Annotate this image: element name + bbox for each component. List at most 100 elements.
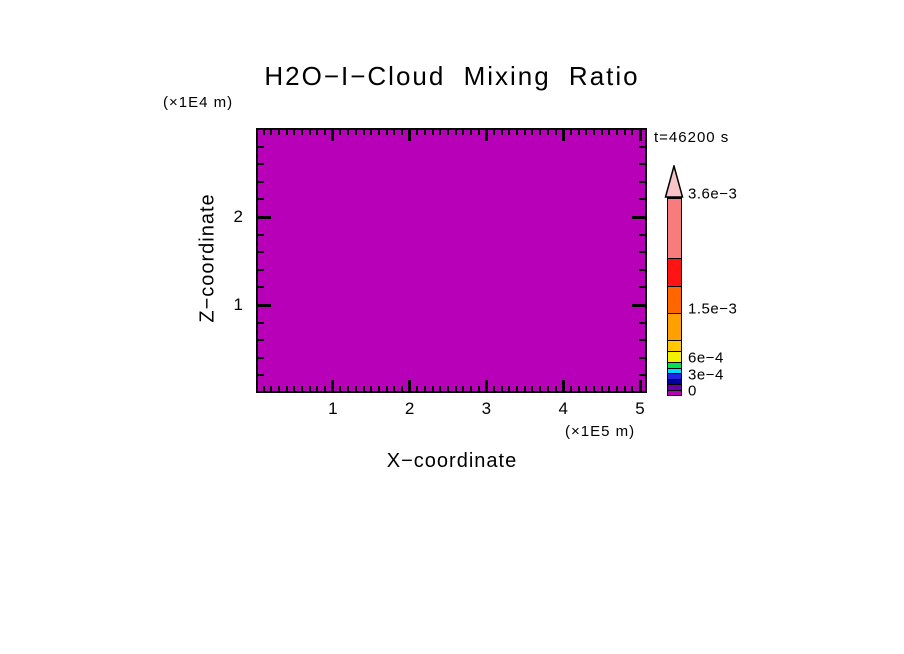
x-axis-tick — [439, 130, 442, 135]
x-axis-tick — [462, 386, 465, 391]
time-annotation: t=46200 s — [654, 129, 730, 146]
x-axis-tick — [546, 130, 549, 135]
x-axis-tick — [377, 386, 380, 391]
x-axis-tick — [331, 380, 335, 391]
x-axis-tick — [600, 386, 603, 391]
x-axis-tick — [331, 130, 335, 141]
x-axis-tick — [285, 386, 288, 391]
x-axis-tick — [393, 130, 396, 135]
x-axis-tick — [347, 130, 350, 135]
colorbar-segment — [668, 258, 681, 286]
colorbar-segment — [668, 378, 681, 385]
y-axis-tick — [639, 268, 645, 271]
y-axis-tick — [258, 251, 264, 254]
x-axis-tick — [638, 130, 642, 141]
x-axis-tick — [408, 380, 412, 391]
x-axis-tick — [561, 130, 565, 141]
x-tick-label: 4 — [558, 399, 568, 418]
colorbar-segment — [668, 367, 681, 374]
x-axis-tick — [285, 130, 288, 135]
colorbar-tick-label: 6e−4 — [688, 349, 724, 367]
x-axis-tick — [623, 130, 626, 135]
y-axis-tick — [639, 180, 645, 183]
colorbar-segment — [668, 389, 681, 395]
y-axis-tick — [639, 233, 645, 236]
x-axis-tick — [554, 130, 557, 135]
y-axis-tick — [258, 374, 264, 377]
x-axis-tick — [493, 130, 496, 135]
x-axis-tick — [423, 130, 426, 135]
x-axis-tick — [523, 130, 526, 135]
x-axis-tick — [500, 130, 503, 135]
x-axis-tick — [385, 130, 388, 135]
x-axis-tick — [508, 386, 511, 391]
y-axis-tick — [258, 286, 264, 289]
x-axis-tick — [293, 130, 296, 135]
x-axis-tick — [339, 386, 342, 391]
x-axis-tick — [508, 130, 511, 135]
x-axis-tick — [623, 386, 626, 391]
x-axis-tick — [301, 130, 304, 135]
x-axis-title: X−coordinate — [386, 450, 518, 472]
y-axis-title: Z−coordinate — [196, 193, 219, 323]
chart-title: H2O−I−Cloud Mixing Ratio — [264, 61, 640, 91]
x-axis-tick — [447, 386, 449, 391]
x-axis-tick — [631, 386, 634, 391]
x-axis-tick — [638, 380, 642, 391]
x-tick-label: 1 — [328, 399, 338, 418]
x-axis-tick — [416, 386, 419, 391]
y-axis-tick — [258, 303, 271, 307]
x-axis-tick — [339, 130, 342, 135]
x-axis-tick — [539, 130, 542, 135]
y-axis-tick — [258, 215, 271, 219]
x-axis-tick — [393, 386, 396, 391]
x-axis-tick — [454, 130, 457, 135]
x-axis-tick — [423, 386, 426, 391]
colorbar-segment — [668, 312, 681, 341]
colorbar-segment — [668, 362, 681, 368]
x-axis-tick — [262, 130, 265, 135]
x-axis-tick — [477, 130, 480, 135]
x-axis-tick — [585, 386, 588, 391]
x-axis-tick — [539, 386, 542, 391]
y-axis-tick — [258, 145, 264, 148]
x-axis-tick — [615, 386, 618, 391]
y-axis-tick — [639, 198, 645, 201]
x-axis-tick — [354, 130, 357, 135]
x-axis-tick — [293, 386, 296, 391]
y-axis-tick — [632, 215, 645, 219]
x-axis-tick — [447, 130, 449, 135]
x-axis-tick — [308, 386, 311, 391]
x-axis-tick — [400, 130, 403, 135]
x-axis-tick — [377, 130, 380, 135]
y-axis-tick — [258, 356, 264, 359]
x-axis-tick — [484, 130, 488, 141]
colorbar-tick-label: 1.5e−3 — [688, 300, 738, 318]
y-axis-tick — [639, 356, 645, 359]
x-axis-tick — [477, 386, 480, 391]
x-axis-tick — [523, 386, 526, 391]
y-axis-tick — [258, 321, 264, 324]
colorbar-segment — [668, 340, 681, 352]
x-axis-tick — [546, 386, 549, 391]
y-axis-tick — [639, 321, 645, 324]
colorbar-tick-label: 3.6e−3 — [688, 185, 738, 203]
x-axis-tick — [316, 386, 319, 391]
x-axis-tick — [592, 386, 595, 391]
x-axis-tick — [577, 386, 580, 391]
colorbar-tick-label: 3e−4 — [688, 366, 724, 384]
x-axis-tick — [316, 130, 319, 135]
x-axis-tick — [370, 386, 373, 391]
x-axis-tick — [347, 386, 350, 391]
y-axis-tick — [258, 180, 264, 183]
x-axis-tick — [608, 130, 611, 135]
colorbar-segment — [668, 373, 681, 379]
y-tick-label: 1 — [233, 295, 243, 314]
y-axis-tick — [639, 163, 645, 166]
x-tick-label: 5 — [635, 399, 645, 418]
plot-area — [256, 128, 647, 393]
colorbar-segment — [668, 384, 681, 390]
x-axis-tick — [431, 386, 434, 391]
x-axis-unit-label: (×1E5 m) — [565, 423, 636, 440]
x-axis-tick — [531, 386, 534, 391]
